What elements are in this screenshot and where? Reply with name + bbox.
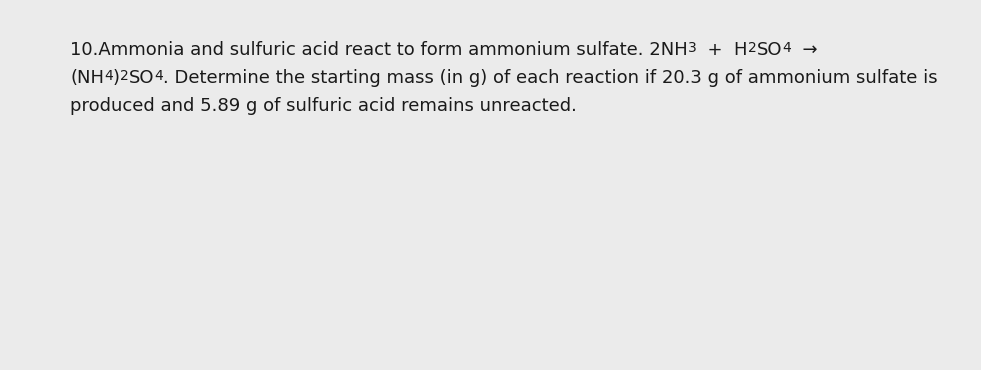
Text: 4: 4 (782, 41, 791, 55)
Text: 4: 4 (104, 69, 113, 83)
Text: 3: 3 (688, 41, 697, 55)
Text: . Determine the starting mass (in g) of each reaction if 20.3 g of ammonium sulf: . Determine the starting mass (in g) of … (163, 69, 938, 87)
Text: 2: 2 (748, 41, 756, 55)
Text: (NH: (NH (70, 69, 104, 87)
Text: 10.Ammonia and sulfuric acid react to form ammonium sulfate. 2NH: 10.Ammonia and sulfuric acid react to fo… (70, 41, 688, 59)
Text: produced and 5.89 g of sulfuric acid remains unreacted.: produced and 5.89 g of sulfuric acid rem… (70, 97, 577, 115)
Text: +  H: + H (697, 41, 748, 59)
Text: ): ) (113, 69, 120, 87)
Text: →: → (791, 41, 817, 59)
Text: 2: 2 (120, 69, 129, 83)
Text: 4: 4 (154, 69, 163, 83)
Text: SO: SO (129, 69, 154, 87)
Text: SO: SO (756, 41, 782, 59)
